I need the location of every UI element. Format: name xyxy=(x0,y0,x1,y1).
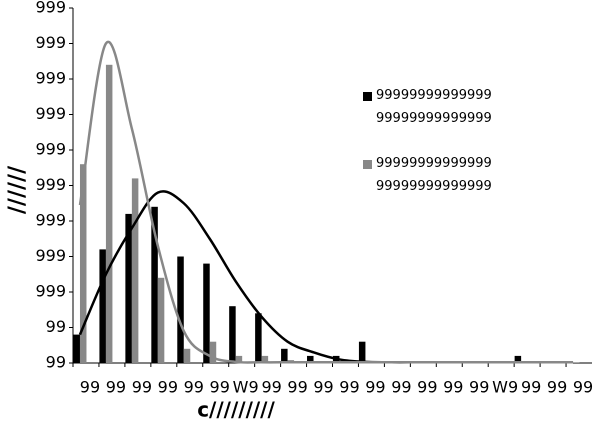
legend-label: 99999999999999 99999999999999 xyxy=(376,88,492,126)
x-tick-label: 99 xyxy=(313,378,333,397)
bar xyxy=(573,362,580,363)
y-tick-label: 999 xyxy=(35,140,66,159)
bar xyxy=(229,306,236,363)
y-tick-label: 999 xyxy=(35,211,66,230)
bar xyxy=(157,277,165,363)
x-tick-label: W9 xyxy=(492,378,518,397)
y-tick-label: 99 xyxy=(46,317,66,336)
legend-swatch xyxy=(363,92,372,101)
y-tick-label: 99 xyxy=(46,353,66,372)
bar xyxy=(203,263,210,363)
y-tick-label: 999 xyxy=(35,175,66,194)
bar xyxy=(358,341,366,363)
bar xyxy=(79,164,87,363)
x-tick-label: 99 xyxy=(106,378,126,397)
x-tick-label: 99 xyxy=(443,378,463,397)
bar xyxy=(255,313,262,363)
x-tick-label: 99 xyxy=(417,378,437,397)
x-tick-label: 99 xyxy=(261,378,281,397)
legend-swatch xyxy=(363,160,372,169)
bar xyxy=(177,256,184,363)
bar xyxy=(73,334,80,363)
bar xyxy=(235,355,243,363)
bar xyxy=(105,64,113,364)
x-tick-label: 99 xyxy=(80,378,100,397)
x-tick-label: 99 xyxy=(573,378,593,397)
bar xyxy=(99,249,106,363)
x-tick-label: 99 xyxy=(184,378,204,397)
bar xyxy=(183,348,191,363)
x-axis-title: c///////// xyxy=(197,398,275,422)
y-tick-label: 999 xyxy=(35,33,66,52)
y-tick-label: 999 xyxy=(35,69,66,88)
y-tick-label: 999 xyxy=(35,0,66,17)
legend-label: 99999999999999 99999999999999 xyxy=(376,156,492,194)
x-tick-label: 99 xyxy=(210,378,230,397)
bar xyxy=(151,206,158,363)
x-tick-label: 99 xyxy=(132,378,152,397)
y-axis-title: ////// xyxy=(5,165,30,214)
x-tick-label: 99 xyxy=(339,378,359,397)
x-tick-label: 99 xyxy=(158,378,178,397)
bar xyxy=(514,355,522,363)
bar xyxy=(307,355,314,363)
bar xyxy=(261,355,269,363)
bar xyxy=(125,213,132,363)
bar xyxy=(131,178,139,363)
x-tick-label: 99 xyxy=(391,378,411,397)
bar xyxy=(281,348,288,363)
x-tick-label: W9 xyxy=(233,378,259,397)
x-tick-label: 99 xyxy=(287,378,307,397)
y-tick-label: 999 xyxy=(35,282,66,301)
fit-curve xyxy=(78,40,574,364)
x-tick-label: 99 xyxy=(547,378,567,397)
x-tick-label: 99 xyxy=(365,378,385,397)
y-tick-label: 999 xyxy=(35,246,66,265)
x-tick-label: 99 xyxy=(469,378,489,397)
x-tick-label: 99 xyxy=(521,378,541,397)
bar xyxy=(209,341,217,363)
y-tick-label: 999 xyxy=(35,104,66,123)
